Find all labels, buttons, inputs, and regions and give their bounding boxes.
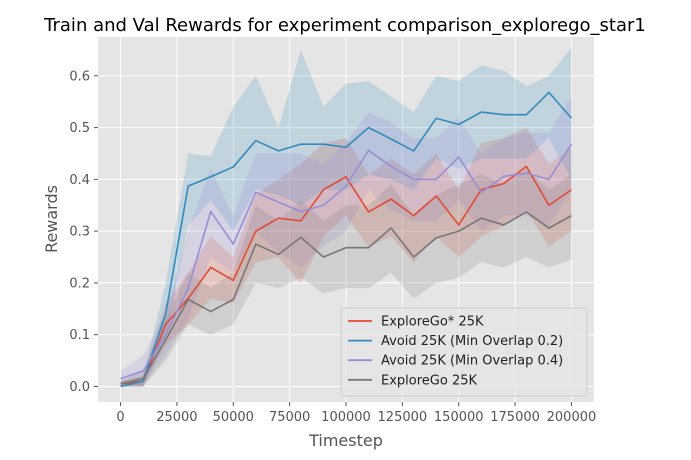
legend-entry-label: ExploreGo* 25K [381, 315, 484, 330]
x-tick-label: 0 [116, 410, 124, 425]
x-tick-label: 200000 [547, 410, 597, 425]
x-tick-label: 100000 [321, 410, 371, 425]
y-tick-label: 0.4 [69, 173, 90, 188]
line-series-1 [120, 91, 573, 388]
x-tick-label: 50000 [213, 410, 254, 425]
series-lines [120, 91, 573, 388]
x-axis-label: Timestep [308, 431, 383, 450]
line-series-0 [120, 165, 572, 385]
confidence-bands [120, 47, 572, 387]
x-tick-label: 150000 [434, 410, 484, 425]
y-tick-label: 0.2 [69, 276, 90, 291]
legend-entry-label: Avoid 25K (Min Overlap 0.2) [381, 334, 563, 349]
x-tick-label: 75000 [269, 410, 310, 425]
legend-box [340, 307, 588, 397]
x-tick-label: 175000 [490, 410, 540, 425]
line-series-3 [120, 211, 572, 385]
x-tick-label: 25000 [156, 410, 197, 425]
line-series-2 [120, 143, 573, 380]
band-series-2 [120, 96, 572, 387]
band-series-0 [120, 127, 572, 387]
y-tick-label: 0.0 [69, 380, 90, 395]
y-tick-label: 0.6 [69, 69, 90, 84]
x-tick-label: 125000 [378, 410, 428, 425]
chart-title: Train and Val Rewards for experiment com… [43, 15, 646, 36]
y-tick-label: 0.1 [69, 328, 90, 343]
legend: ExploreGo* 25K Avoid 25K (Min Overlap 0.2… [340, 307, 588, 397]
x-axis-ticks: 0 25000 50000 75000 100000 125000 150000 175000… [116, 402, 596, 425]
legend-entry-label: ExploreGo 25K [381, 373, 477, 388]
y-tick-label: 0.3 [69, 225, 90, 240]
legend-entry-label: Avoid 25K (Min Overlap 0.4) [381, 354, 563, 369]
y-axis-ticks: 0.0 0.1 0.2 0.3 0.4 0.5 0.6 [69, 69, 98, 395]
y-tick-label: 0.5 [69, 121, 90, 136]
band-series-3 [120, 169, 572, 387]
y-axis-label: Rewards [42, 185, 61, 253]
band-series-1 [120, 47, 572, 387]
